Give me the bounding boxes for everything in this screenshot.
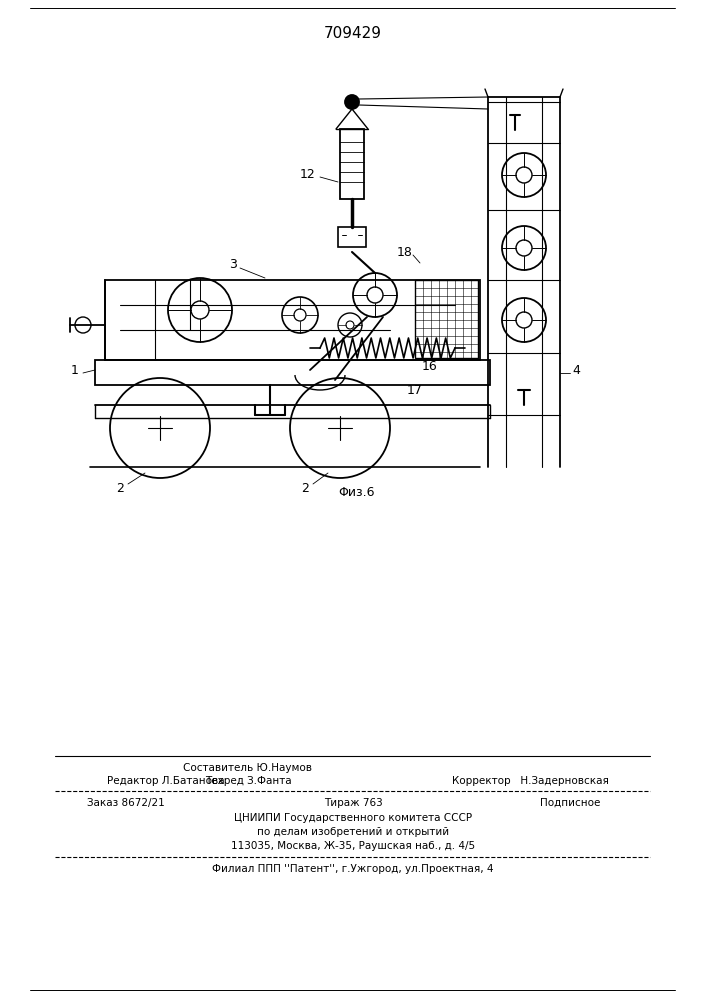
Text: 18: 18 [397, 246, 413, 259]
Bar [105, 280, 480, 360]
Text: 4: 4 [572, 363, 580, 376]
Text: Подписное: Подписное [540, 798, 600, 808]
Text: Редактор Л.Батанова: Редактор Л.Батанова [107, 776, 225, 786]
Text: 12: 12 [300, 168, 316, 182]
Text: 16: 16 [422, 360, 438, 373]
Bar [95, 360, 490, 385]
Text: ЦНИИПИ Государственного комитета СССР: ЦНИИПИ Государственного комитета СССР [234, 813, 472, 823]
Text: Техред З.Фанта: Техред З.Фанта [205, 776, 291, 786]
Text: Заказ 8672/21: Заказ 8672/21 [87, 798, 165, 808]
Text: 113035, Москва, Ж-35, Раушская наб., д. 4/5: 113035, Москва, Ж-35, Раушская наб., д. … [231, 841, 475, 851]
Text: 2: 2 [301, 482, 309, 494]
Text: 709429: 709429 [324, 25, 382, 40]
Text: 3: 3 [229, 258, 237, 271]
Bar [338, 227, 366, 247]
Text: 2: 2 [116, 482, 124, 494]
Text: Филиал ППП ''Патент'', г.Ужгород, ул.Проектная, 4: Филиал ППП ''Патент'', г.Ужгород, ул.Про… [212, 864, 493, 874]
Text: Составитель Ю.Наумов: Составитель Ю.Наумов [184, 763, 312, 773]
Text: Тираж 763: Тираж 763 [324, 798, 382, 808]
Bar [415, 280, 478, 358]
Text: Корректор   Н.Задерновская: Корректор Н.Задерновская [452, 776, 609, 786]
Text: по делам изобретений и открытий: по делам изобретений и открытий [257, 827, 449, 837]
Text: Φиз.6: Φиз.6 [338, 486, 375, 498]
Bar [340, 129, 364, 199]
Text: 17: 17 [407, 383, 423, 396]
Text: 1: 1 [71, 363, 79, 376]
Circle shape [345, 95, 359, 109]
